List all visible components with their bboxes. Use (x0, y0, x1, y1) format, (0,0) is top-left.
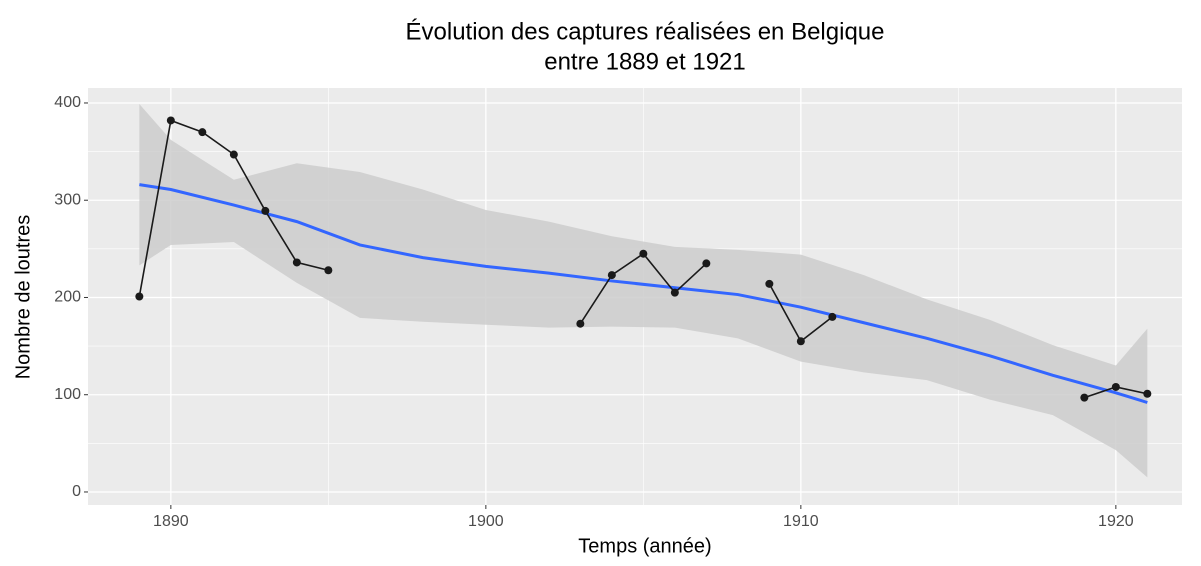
data-point (324, 266, 333, 275)
data-point (261, 206, 270, 215)
chart-title: entre 1889 et 1921 (544, 48, 746, 75)
smooth-line (139, 183, 1148, 404)
data-point (702, 259, 711, 268)
data-point (670, 288, 679, 297)
data-point (166, 116, 175, 125)
x-tick-label: 1910 (783, 513, 819, 530)
x-tick-label: 1900 (468, 513, 504, 530)
data-point (576, 319, 585, 328)
data-point (765, 279, 774, 288)
data-point (135, 292, 144, 301)
y-tick-label: 0 (72, 483, 81, 500)
data-point (639, 249, 648, 258)
data-point (292, 258, 301, 267)
x-tick-label: 1920 (1098, 513, 1134, 530)
data-point (198, 128, 207, 137)
data-point (607, 271, 616, 280)
y-tick-label: 300 (54, 191, 81, 208)
x-axis-label: Temps (année) (578, 535, 711, 557)
data-point (1111, 382, 1120, 391)
data-point (229, 150, 238, 159)
y-axis-label: Nombre de loutres (12, 215, 34, 380)
y-tick-label: 100 (54, 386, 81, 403)
data-point (796, 337, 805, 346)
y-tick-label: 400 (54, 94, 81, 111)
data-point (828, 312, 837, 321)
data-point (1080, 393, 1089, 402)
confidence-band (139, 103, 1148, 478)
y-tick-label: 200 (54, 289, 81, 306)
data-point (1143, 389, 1152, 398)
chart-title: Évolution des captures réalisées en Belg… (406, 18, 885, 45)
x-tick-label: 1890 (153, 513, 189, 530)
